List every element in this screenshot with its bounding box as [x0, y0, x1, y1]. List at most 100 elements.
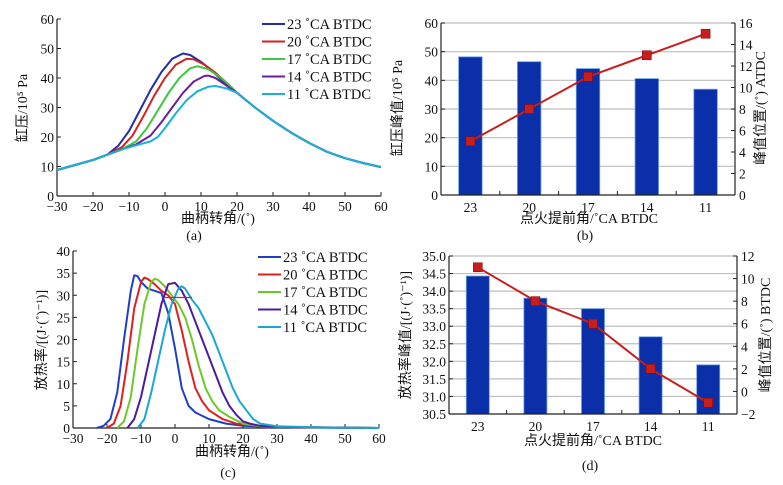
y-axis-label: 放热率/[(J·(˚)⁻¹)] [33, 290, 50, 390]
x-tick-label: 20 [236, 431, 250, 446]
y-tick-label: 40 [425, 73, 439, 88]
y-tick-label: 10 [425, 159, 439, 174]
bar-14 [638, 336, 663, 415]
peak-position-marker-14 [645, 364, 656, 374]
y-axis-label: 放热率峰值/[(J·(˚)⁻¹)] [397, 271, 414, 399]
legend-item: 14 ˚CA BTDC [258, 303, 368, 319]
panel-caption: (a) [186, 229, 202, 244]
y2-tick-label: 8 [739, 102, 746, 117]
panel-a-cylinder-pressure: −30 −20 −10 0 10 20 30 40 50 60 0 10 20 30 40 50 60 23 ˚C… [14, 12, 388, 244]
x-tick-label: 20 [230, 199, 244, 214]
y-tick-label: 32.5 [422, 337, 446, 352]
x-tick-label: −30 [62, 431, 83, 446]
y-tick-label: 50 [41, 42, 55, 57]
peak-position-marker-11 [703, 397, 714, 408]
legend-item: 11 ˚CA BTDC [258, 320, 367, 336]
y-tick-label: 30 [57, 288, 71, 303]
x-tick-label: 60 [374, 199, 388, 214]
y-tick-label: 60 [41, 12, 55, 27]
x-tick-label: 14 [644, 419, 658, 434]
peak-position-marker-23 [465, 136, 476, 147]
x-tick-label: 60 [372, 431, 386, 446]
panel-b-peak-pressure: 23 20 17 14 11 0 10 20 30 40 50 60 0 2 4 6 8 10 12 14 16 点火提前… [389, 16, 769, 244]
y-tick-label: 50 [425, 45, 439, 60]
y-tick-label: 60 [425, 16, 439, 31]
y2-tick-label: 4 [741, 339, 748, 354]
x-tick-label: −20 [82, 199, 103, 214]
x-tick-label: 20 [529, 419, 543, 434]
bar-11 [693, 88, 718, 196]
series-line-14 [126, 281, 380, 429]
legend-item: 17 ˚CA BTDC [262, 52, 372, 68]
x-tick-label: 23 [471, 419, 485, 434]
y-tick-label: 0 [431, 188, 438, 203]
y2-axis-label: 峰值位置/(˚) BTDC [758, 278, 774, 393]
y2-tick-label: 6 [739, 124, 746, 139]
y-tick-label: 20 [57, 333, 71, 348]
y-tick-label: 30 [425, 102, 439, 117]
legend-item: 20 ˚CA BTDC [258, 268, 368, 284]
legend-item: 23 ˚CA BTDC [262, 17, 372, 33]
y-tick-label: 35 [57, 266, 71, 281]
series-line-17 [116, 277, 380, 429]
bar-23 [465, 275, 490, 415]
y2-tick-label: 8 [741, 294, 748, 309]
bar-20 [523, 297, 548, 415]
y-tick-label: 33.0 [422, 319, 446, 334]
x-tick-label: 40 [304, 431, 318, 446]
y-tick-label: 33.5 [422, 302, 446, 317]
bar-23 [458, 56, 483, 196]
y-tick-label: 30.5 [422, 407, 446, 422]
series-line-23 [96, 274, 380, 429]
legend-label: 20 ˚CA BTDC [287, 35, 372, 51]
panel-caption: (d) [582, 459, 599, 474]
peak-position-marker-11 [700, 28, 711, 39]
x-tick-label: −10 [130, 431, 151, 446]
y2-axis-label: 峰值位置/(˚) ATDC [753, 51, 769, 165]
x-tick-label: 11 [702, 419, 715, 434]
peak-position-marker-14 [641, 50, 652, 61]
y-tick-label: 10 [41, 160, 55, 175]
x-axis-label: 曲柄转角/(˚) [195, 444, 269, 460]
y2-tick-label: 0 [739, 188, 746, 203]
y2-tick-label: 6 [741, 317, 748, 332]
y2-tick-label: 0 [741, 384, 748, 399]
y-tick-label: 15 [57, 355, 71, 370]
panel-caption: (b) [577, 229, 594, 244]
legend-label: 11 ˚CA BTDC [287, 87, 371, 103]
x-tick-label: 17 [581, 200, 595, 215]
y-axis-label: 缸压/10⁵ Pa [14, 73, 31, 142]
legend-label: 17 ˚CA BTDC [283, 285, 368, 301]
legend-label: 23 ˚CA BTDC [283, 250, 368, 266]
panel-d-peak-heat-release: 23 20 17 14 1130.531.031.532.032.533.033.534… [397, 249, 774, 474]
legend-label: 20 ˚CA BTDC [283, 268, 368, 284]
y2-tick-label: 2 [739, 167, 746, 182]
x-tick-label: −20 [96, 431, 117, 446]
y-tick-label: 0 [47, 189, 54, 204]
series-line-11 [56, 85, 382, 171]
bar-14 [634, 78, 659, 196]
peak-position-marker-17 [583, 71, 593, 82]
x-tick-label: −10 [118, 199, 139, 214]
y-tick-label: 20 [425, 131, 439, 146]
y2-tick-label: 12 [741, 249, 755, 264]
y-tick-label: 31.0 [422, 389, 446, 404]
legend-label: 17 ˚CA BTDC [287, 52, 372, 68]
y-tick-label: 20 [41, 130, 55, 145]
x-tick-label: 23 [464, 200, 478, 215]
y-tick-label: 34.5 [422, 267, 446, 282]
y-tick-label: 5 [63, 399, 70, 414]
legend-label: 14 ˚CA BTDC [283, 303, 368, 319]
x-axis-label: 点火提前角/˚CA BTDC [524, 432, 662, 449]
legend-item: 14 ˚CA BTDC [262, 70, 372, 86]
y2-tick-label: 16 [739, 16, 753, 31]
y-tick-label: 34.0 [422, 284, 446, 299]
y-tick-label: 30 [41, 101, 55, 116]
x-tick-label: 10 [202, 431, 216, 446]
x-tick-label: 50 [338, 431, 352, 446]
x-tick-label: −30 [46, 199, 67, 214]
x-tick-label: 14 [640, 200, 654, 215]
y-tick-label: 25 [57, 310, 71, 325]
y2-tick-label: 10 [741, 272, 755, 287]
y2-tick-label: 10 [739, 81, 753, 96]
